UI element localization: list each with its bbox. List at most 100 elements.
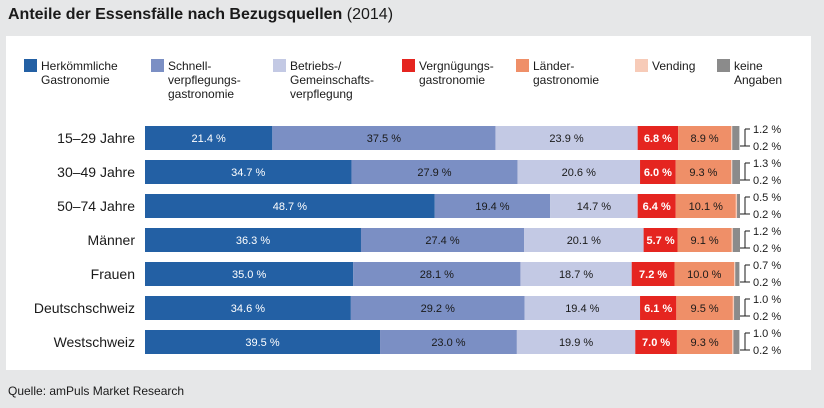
data-label-4-3: 7.2 % [639, 269, 667, 281]
data-label-5-0: 34.6 % [231, 303, 265, 315]
bar-segment-6-4 [676, 330, 733, 354]
annotation-keine-angaben-5: 1.0 % [753, 294, 781, 306]
data-label-5-1: 29.2 % [421, 303, 455, 315]
data-label-0-4: 8.9 % [691, 133, 719, 145]
bar-segment-0-5 [731, 126, 733, 150]
bar-segment-4-5 [734, 262, 736, 286]
annotation-vending-6: 0.2 % [753, 345, 781, 357]
bar-segment-0-0 [145, 126, 273, 150]
bar-segment-3-2 [524, 228, 644, 252]
category-label-3: Männer [88, 232, 136, 248]
bar-segment-5-4 [676, 296, 733, 320]
data-label-3-0: 36.3 % [236, 235, 270, 247]
data-label-4-0: 35.0 % [232, 269, 266, 281]
data-label-3-1: 27.4 % [425, 235, 459, 247]
bar-segment-3-0 [145, 228, 361, 252]
legend-swatch-6 [717, 59, 730, 72]
category-label-0: 15–29 Jahre [57, 130, 135, 146]
bar-segment-3-1 [360, 228, 525, 252]
category-label-6: Westschweiz [54, 334, 135, 350]
bar-segment-4-4 [674, 262, 735, 286]
bar-segment-4-1 [353, 262, 521, 286]
bar-segment-5-2 [524, 296, 641, 320]
data-label-4-4: 10.0 % [687, 269, 721, 281]
legend-label-3: Vergnügungs-gastronomie [419, 59, 494, 87]
category-label-2: 50–74 Jahre [57, 198, 135, 214]
data-label-4-1: 28.1 % [420, 269, 454, 281]
legend-swatch-5 [635, 59, 648, 72]
legend-swatch-2 [273, 59, 286, 72]
annotation-keine-angaben-3: 1.2 % [753, 226, 781, 238]
data-label-0-0: 21.4 % [192, 133, 226, 145]
data-label-6-0: 39.5 % [245, 337, 279, 349]
bar-segment-4-3 [631, 262, 675, 286]
data-label-2-4: 10.1 % [689, 201, 723, 213]
bar-segment-6-6 [733, 330, 740, 354]
data-label-3-3: 5.7 % [646, 235, 674, 247]
legend-swatch-1 [151, 59, 164, 72]
data-label-0-3: 6.8 % [644, 133, 672, 145]
data-label-6-2: 19.9 % [559, 337, 593, 349]
bar-segment-3-6 [732, 228, 740, 252]
legend-swatch-0 [24, 59, 37, 72]
chart-title: Anteile der Essensfälle nach Bezugsquell… [8, 6, 393, 24]
bar-segment-2-1 [434, 194, 551, 218]
bar-segment-0-6 [732, 126, 740, 150]
bar-segment-4-2 [520, 262, 632, 286]
data-label-4-2: 18.7 % [559, 269, 593, 281]
data-label-3-4: 9.1 % [691, 235, 719, 247]
bar-segment-0-1 [272, 126, 496, 150]
data-label-2-0: 48.7 % [273, 201, 307, 213]
legend-swatch-4 [516, 59, 529, 72]
data-label-1-4: 9.3 % [689, 167, 717, 179]
data-label-5-2: 19.4 % [565, 303, 599, 315]
data-label-2-3: 6.4 % [643, 201, 671, 213]
data-label-6-4: 9.3 % [691, 337, 719, 349]
annotation-keine-angaben-6: 1.0 % [753, 328, 781, 340]
annotation-keine-angaben-4: 0.7 % [753, 260, 781, 272]
category-label-4: Frauen [91, 266, 135, 282]
annotation-keine-angaben-2: 0.5 % [753, 192, 781, 204]
data-label-1-1: 27.9 % [417, 167, 451, 179]
bar-segment-1-1 [351, 160, 518, 184]
bar-segment-2-0 [145, 194, 435, 218]
bar-segment-5-6 [734, 296, 740, 320]
bar-segment-1-3 [640, 160, 676, 184]
data-label-2-2: 14.7 % [577, 201, 611, 213]
bar-segment-2-6 [737, 194, 740, 218]
bar-segment-2-4 [675, 194, 736, 218]
chart-panel: Herkömmliche Gastronomie Schnell-verpflegu… [6, 36, 811, 370]
bar-segment-2-5 [735, 194, 738, 218]
legend-label-6: keine Angaben [734, 59, 782, 87]
bar-segment-3-5 [731, 228, 733, 252]
data-label-1-3: 6.0 % [644, 167, 672, 179]
annotation-vending-5: 0.2 % [753, 311, 781, 323]
bar-segment-1-4 [675, 160, 732, 184]
bar-segment-5-5 [732, 296, 735, 320]
bar-segment-6-0 [145, 330, 381, 354]
bar-segment-3-4 [677, 228, 732, 252]
legend-label-5: Vending [652, 59, 695, 73]
bar-segment-6-5 [732, 330, 734, 354]
data-label-6-1: 23.0 % [431, 337, 465, 349]
annotation-vending-4: 0.2 % [753, 277, 781, 289]
annotation-keine-angaben-0: 1.2 % [753, 124, 781, 136]
bar-segment-5-1 [350, 296, 525, 320]
bar-segment-0-4 [678, 126, 732, 150]
category-label-1: 30–49 Jahre [57, 164, 135, 180]
bar-segment-2-2 [550, 194, 638, 218]
bar-segment-4-0 [145, 262, 354, 286]
bar-segment-6-2 [516, 330, 636, 354]
annotation-keine-angaben-1: 1.3 % [753, 158, 781, 170]
data-label-2-1: 19.4 % [475, 201, 509, 213]
legend-label-2: Betriebs-/Gemeinschafts-verpflegung [290, 59, 374, 101]
legend-label-0: Herkömmliche Gastronomie [41, 59, 118, 87]
bar-segment-6-3 [635, 330, 677, 354]
annotation-vending-1: 0.2 % [753, 175, 781, 187]
data-label-1-2: 20.6 % [562, 167, 596, 179]
data-label-6-3: 7.0 % [642, 337, 670, 349]
bar-segment-2-3 [637, 194, 676, 218]
category-label-5: Deutschschweiz [34, 300, 135, 316]
legend-label-4: Länder-gastronomie [533, 59, 599, 87]
